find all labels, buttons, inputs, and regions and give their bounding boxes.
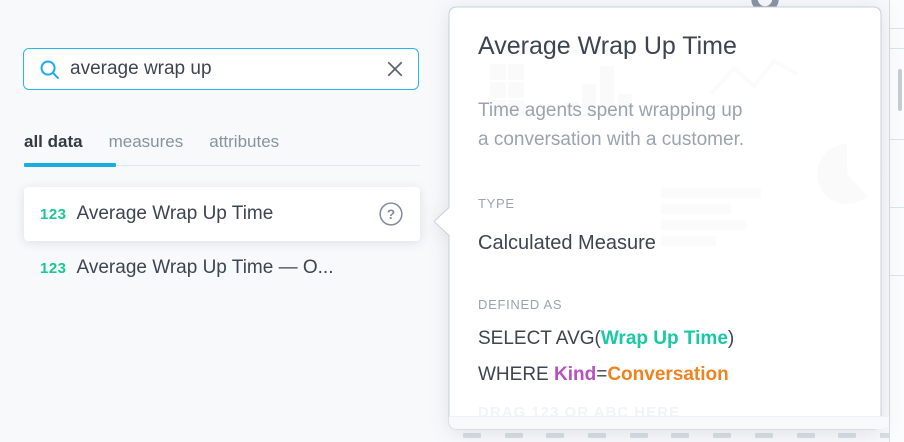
svg-text:?: ? [387,207,395,222]
